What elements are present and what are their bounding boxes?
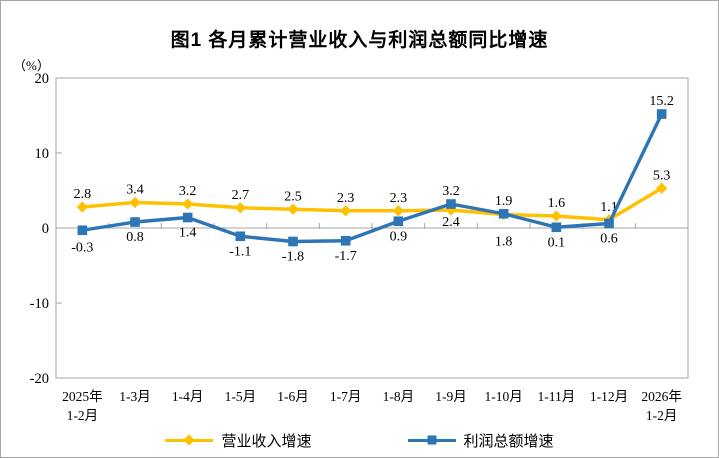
x-axis-label: 1-5月 bbox=[225, 389, 257, 404]
profit-data-label: -0.3 bbox=[71, 240, 93, 255]
y-axis-label: 10 bbox=[35, 146, 50, 162]
revenue-marker bbox=[129, 196, 141, 209]
revenue-line bbox=[82, 186, 663, 222]
profit-data-label: -1.7 bbox=[335, 249, 357, 264]
y-axis-label: -10 bbox=[30, 296, 49, 312]
x-axis-label: 1-11月 bbox=[537, 389, 575, 404]
revenue-data-label: 2.7 bbox=[232, 188, 250, 203]
x-axis-label: 1-4月 bbox=[172, 389, 204, 404]
revenue-marker bbox=[234, 202, 246, 214]
profit-marker bbox=[288, 236, 298, 247]
y-axis-label: 0 bbox=[42, 221, 49, 237]
x-axis-label: 1-6月 bbox=[277, 389, 309, 404]
legend-item-profit: 利润总额增速 bbox=[407, 430, 554, 451]
profit-data-label: 0.8 bbox=[126, 230, 144, 245]
revenue-data-label: 2.3 bbox=[337, 191, 355, 206]
profit-data-label: 15.2 bbox=[649, 94, 674, 109]
revenue-data-label: 5.3 bbox=[653, 168, 671, 183]
profit-marker bbox=[604, 218, 614, 229]
profit-line-swatch bbox=[407, 435, 456, 445]
revenue-data-label: 2.4 bbox=[442, 215, 460, 230]
profit-data-label: -1.8 bbox=[282, 250, 304, 265]
profit-square-marker-icon bbox=[427, 435, 436, 445]
profit-marker bbox=[656, 109, 667, 119]
y-axis-label: -20 bbox=[30, 371, 49, 387]
chart-title: 图1 各月累计营业收入与利润总额同比增速 bbox=[170, 30, 549, 51]
legend-item-revenue: 营业收入增速 bbox=[165, 430, 312, 451]
profit-data-label: 3.2 bbox=[442, 184, 460, 199]
profit-data-label: 0.1 bbox=[548, 235, 566, 250]
revenue-marker bbox=[340, 205, 352, 217]
x-axis-label: 1-10月 bbox=[485, 389, 523, 404]
y-axis-unit-label: （%） bbox=[13, 58, 50, 73]
revenue-marker bbox=[76, 201, 88, 213]
x-axis-label: 1-3月 bbox=[119, 389, 151, 404]
profit-marker bbox=[77, 225, 88, 236]
profit-marker bbox=[130, 217, 140, 227]
x-axis-label: 1-9月 bbox=[435, 389, 467, 404]
profit-line bbox=[82, 113, 664, 244]
revenue-marker bbox=[550, 210, 562, 222]
revenue-data-label: 1.8 bbox=[495, 235, 513, 250]
revenue-data-label: 2.8 bbox=[74, 187, 92, 202]
revenue-marker bbox=[182, 198, 194, 210]
profit-data-label: 0.6 bbox=[600, 232, 618, 247]
revenue-marker bbox=[656, 182, 668, 194]
revenue-data-label: 3.2 bbox=[179, 184, 197, 199]
revenue-marker bbox=[287, 203, 299, 215]
revenue-data-label: 2.3 bbox=[390, 191, 408, 206]
y-axis-label: 20 bbox=[35, 71, 50, 87]
revenue-data-label: 3.4 bbox=[126, 183, 144, 198]
x-axis-label: 1-2月 bbox=[646, 408, 678, 423]
revenue-diamond-marker-icon bbox=[183, 434, 196, 447]
x-axis-label: 1-12月 bbox=[590, 389, 628, 404]
profit-marker bbox=[551, 222, 562, 233]
profit-data-label: 1.4 bbox=[179, 226, 197, 241]
x-axis-label: 2025年 bbox=[62, 389, 103, 404]
profit-marker bbox=[340, 235, 351, 246]
x-axis-label: 1-7月 bbox=[330, 389, 362, 404]
profit-marker bbox=[393, 216, 404, 227]
x-axis-label: 1-8月 bbox=[383, 389, 415, 404]
x-axis-label: 1-2月 bbox=[67, 408, 99, 423]
revenue-data-label: 2.5 bbox=[284, 189, 302, 204]
revenue-data-label: 1.6 bbox=[548, 196, 566, 211]
legend-label-revenue: 营业收入增速 bbox=[221, 434, 312, 450]
profit-data-label: -1.1 bbox=[229, 244, 251, 259]
profit-data-label: 0.9 bbox=[390, 229, 408, 244]
profit-marker bbox=[446, 199, 456, 209]
revenue-line-swatch bbox=[165, 434, 214, 447]
profit-marker bbox=[182, 212, 193, 223]
profit-marker bbox=[498, 208, 509, 219]
chart-legend: 营业收入增速 利润总额增速 bbox=[1, 430, 718, 451]
revenue-marker bbox=[392, 205, 404, 217]
legend-label-profit: 利润总额增速 bbox=[463, 434, 554, 450]
profit-marker bbox=[235, 231, 246, 242]
profit-data-label: 1.9 bbox=[495, 194, 513, 209]
x-axis-label: 2026年 bbox=[641, 389, 682, 404]
